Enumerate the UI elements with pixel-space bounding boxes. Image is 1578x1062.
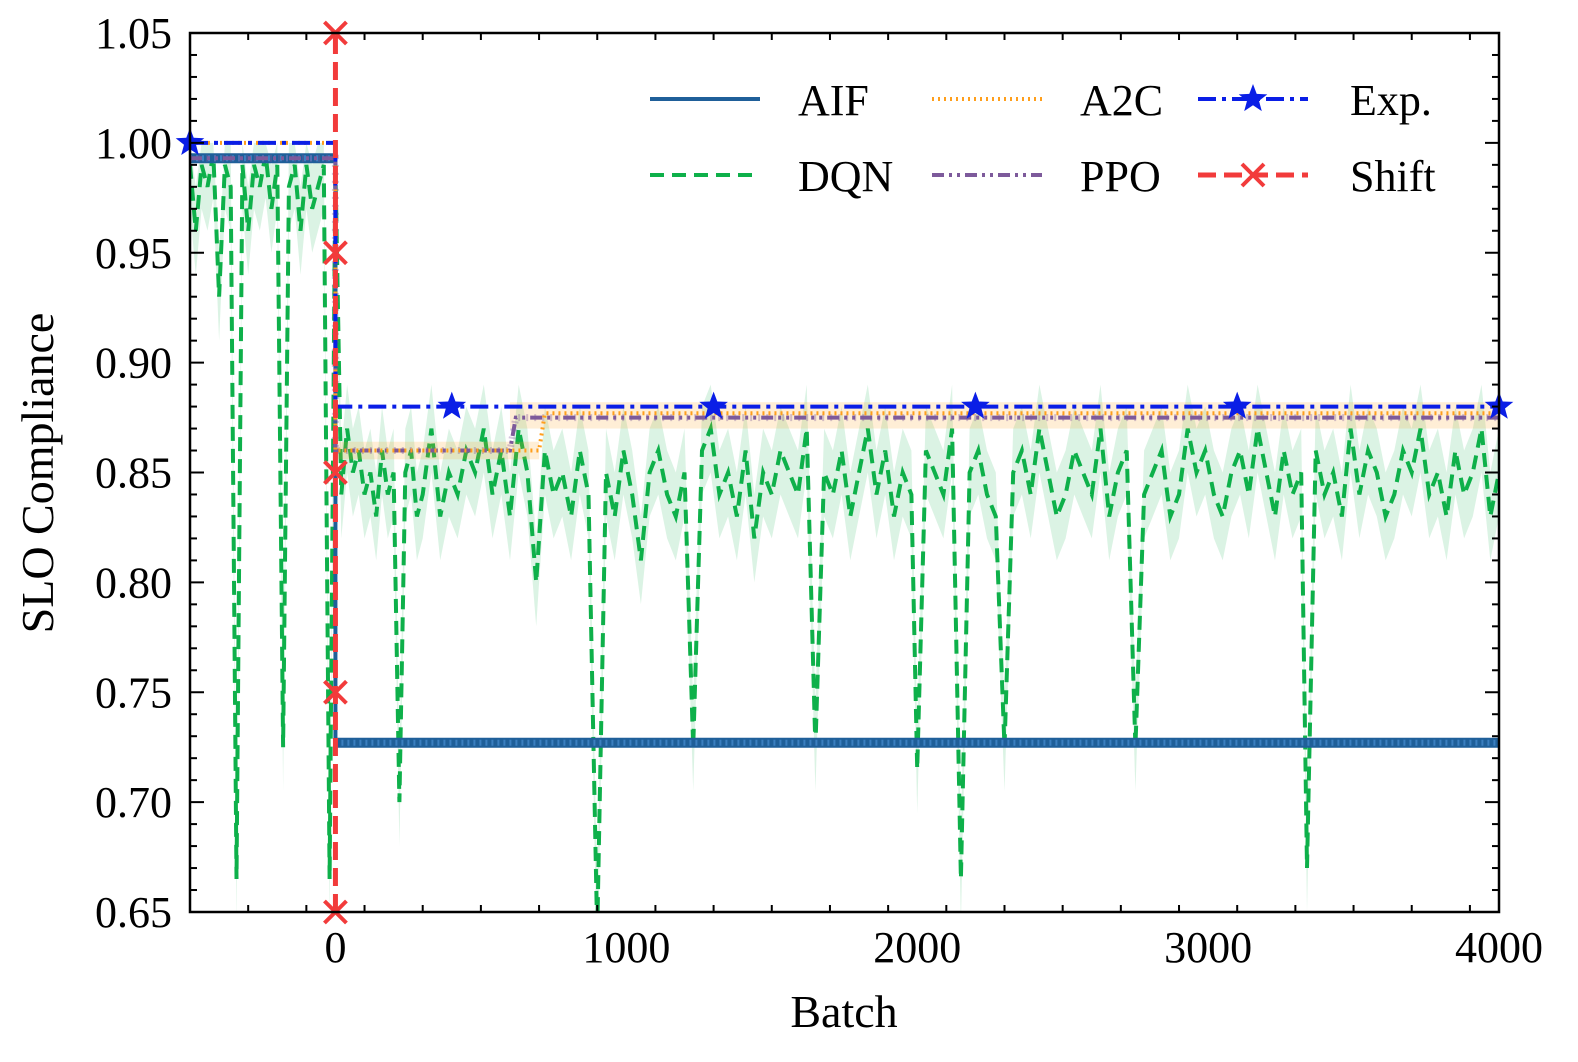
- shift-x-stroke: [323, 679, 348, 705]
- y-tick-label: 0.95: [95, 229, 172, 278]
- exp-star-marker: [699, 391, 728, 419]
- legend-label-aif: AIF: [798, 76, 869, 125]
- y-tick-label: 0.90: [95, 339, 172, 388]
- exp-star-marker: [1222, 391, 1252, 419]
- a2c-line: [190, 140, 1499, 453]
- legend: AIF A2C Exp. DQN PPO Shift: [650, 76, 1436, 201]
- shift-x-stroke: [323, 240, 348, 266]
- y-tick-label: 1.05: [95, 9, 172, 58]
- legend-label-ppo: PPO: [1080, 152, 1161, 201]
- y-tick-label: 0.75: [95, 668, 172, 717]
- shift-x-marker: [323, 460, 348, 485]
- y-tick-label: 0.65: [95, 888, 172, 937]
- series-layer: [190, 140, 1499, 912]
- x-tick-label: 0: [324, 923, 346, 972]
- legend-label-a2c: A2C: [1080, 76, 1163, 125]
- legend-label-exp: Exp.: [1350, 76, 1432, 125]
- ppo-marker-trail: [190, 154, 1499, 454]
- legend-label-dqn: DQN: [798, 152, 893, 201]
- ppo-line: [190, 156, 1499, 453]
- dqn-line: [190, 153, 1499, 912]
- x-tick-label: 3000: [1164, 923, 1252, 972]
- y-tick-labels: 0.65 0.70 0.75 0.80 0.85 0.90 0.95 1.00 1.05: [95, 9, 172, 937]
- x-tick-labels: 0 1000 2000 3000 4000: [324, 923, 1543, 972]
- x-tick-label: 1000: [582, 923, 670, 972]
- legend-x-marker: [1240, 162, 1266, 188]
- legend-star-marker: [1238, 84, 1268, 112]
- x-tick-label: 4000: [1455, 923, 1543, 972]
- x-axis-title: Batch: [790, 986, 897, 1037]
- tick-layer: [189, 32, 1499, 913]
- shift-x-marker: [323, 679, 348, 705]
- y-tick-label: 0.70: [95, 778, 172, 827]
- shift-x-stroke: [323, 460, 348, 485]
- y-axis-title: SLO Compliance: [12, 313, 63, 634]
- exp-star-marker: [961, 391, 990, 419]
- exp-star-marker: [437, 391, 467, 419]
- y-tick-label: 1.00: [95, 119, 172, 168]
- y-tick-label: 0.85: [95, 449, 172, 498]
- legend-label-shift: Shift: [1350, 152, 1436, 201]
- y-tick-label: 0.80: [95, 558, 172, 607]
- shift-x-marker: [323, 240, 348, 266]
- x-tick-label: 2000: [873, 923, 961, 972]
